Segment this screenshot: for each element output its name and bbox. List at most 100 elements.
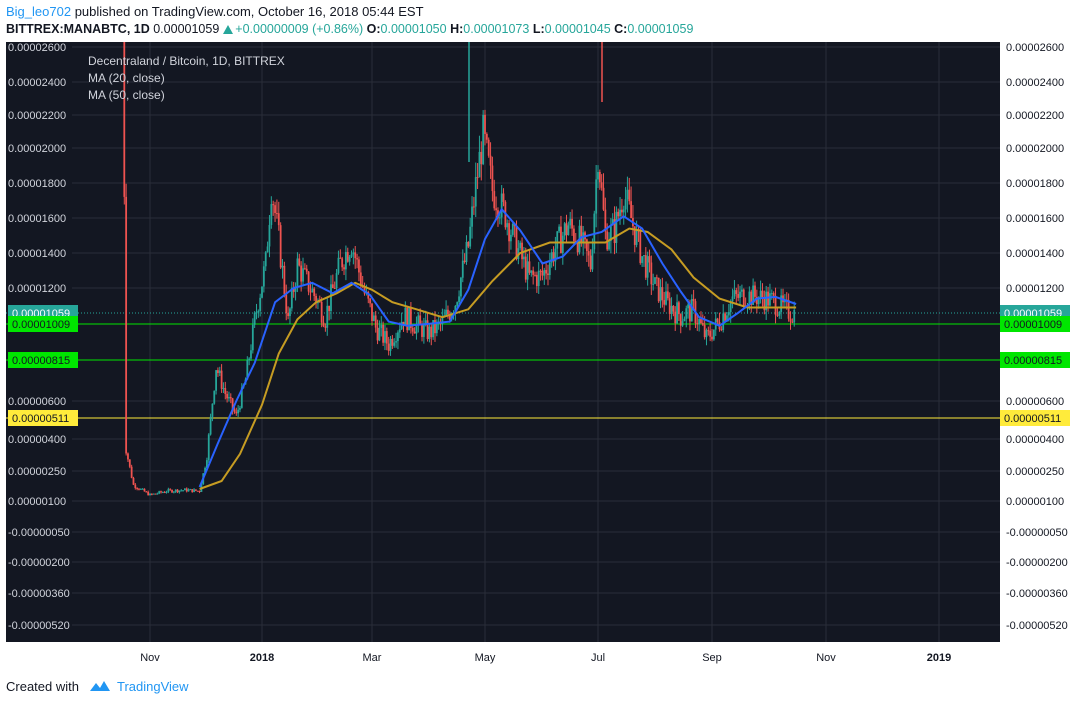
y-tick-label-right: 0.00002400: [1006, 77, 1064, 89]
candle-body: [724, 313, 726, 322]
tick-bg-left: [6, 175, 72, 191]
candle-body: [384, 331, 386, 343]
support-3-tag-left: [8, 410, 78, 426]
candle-body: [294, 286, 297, 292]
candle-body: [707, 330, 710, 332]
candle-body: [493, 191, 496, 209]
tick-bg-left: [6, 393, 72, 409]
candle-body: [769, 293, 771, 306]
candle-body: [174, 489, 177, 492]
candle-body: [397, 332, 399, 342]
candle-body: [346, 252, 349, 262]
tick-bg-left: [6, 463, 72, 479]
candle-body: [231, 398, 234, 410]
candle-body: [410, 307, 412, 328]
candle-body: [426, 320, 429, 340]
candle-body: [569, 218, 572, 226]
candle-body: [303, 268, 306, 270]
candle-body: [313, 288, 316, 297]
candle-body: [149, 493, 151, 496]
candle-body: [371, 303, 373, 321]
candle-body: [285, 294, 288, 314]
candle-body: [661, 287, 664, 301]
candle-body: [270, 204, 273, 225]
candle-body: [456, 302, 459, 306]
candle-body: [307, 271, 310, 292]
y-tick-label-right: -0.00000520: [1006, 620, 1068, 632]
candle-body: [320, 301, 323, 323]
tick-bg-left: [6, 617, 72, 633]
candle-body: [663, 300, 666, 305]
candle-body: [341, 258, 344, 268]
candle-body: [160, 491, 162, 493]
author-link[interactable]: Big_leo702: [6, 4, 72, 19]
candle-body: [621, 209, 623, 213]
candle-body: [550, 252, 553, 263]
candle-body: [532, 270, 535, 275]
candle-body: [560, 226, 562, 254]
candle-body: [458, 296, 460, 303]
candle-body: [668, 298, 671, 314]
y-tick-label-left: -0.00000200: [8, 557, 70, 569]
last-price: 0.00001059: [153, 22, 220, 36]
tick-bg-left: [6, 554, 72, 570]
candle-body: [556, 231, 559, 249]
candle-body: [772, 293, 775, 296]
support-2-tag-right: [1000, 352, 1070, 368]
y-tick-label-right: 0.00000100: [1006, 496, 1064, 508]
candle-body: [716, 318, 719, 323]
candle-body: [167, 489, 170, 492]
candle-body: [211, 403, 214, 417]
candle-body: [573, 228, 575, 241]
y-tick-label-right: 0.00002200: [1006, 110, 1064, 122]
tick-bg-left: [6, 431, 72, 447]
candle-body: [237, 409, 240, 414]
y-tick-label-left: 0.00002200: [8, 110, 66, 122]
candle-body: [163, 492, 166, 494]
candle-body: [430, 326, 433, 338]
y-tick-label-right: -0.00000360: [1006, 588, 1068, 600]
candle-body: [143, 488, 146, 492]
candle-body: [722, 313, 725, 330]
candle-body: [328, 305, 331, 311]
candle-body: [665, 291, 667, 305]
chart-area[interactable]: 0.00002600 0.00002400 0.00002200 0.00002000…: [0, 42, 1080, 672]
candle-body: [654, 277, 656, 284]
candle-body: [187, 489, 190, 492]
candle-body: [274, 205, 276, 214]
candle-body: [226, 393, 229, 399]
candle-body: [156, 493, 159, 495]
candle-body: [780, 295, 783, 313]
candle-body: [460, 277, 462, 297]
candle-body: [709, 330, 712, 337]
candle-body: [545, 269, 548, 274]
candle-body: [369, 298, 372, 304]
tradingview-link[interactable]: TradingView: [117, 679, 189, 694]
candle-body: [333, 287, 336, 289]
candle-body: [748, 291, 751, 305]
support-3-tag-right: [1000, 410, 1070, 426]
candle-body: [595, 179, 598, 214]
candle-body: [281, 265, 284, 268]
candle-body: [485, 133, 488, 140]
candle-body: [272, 204, 275, 206]
support-3-label-left: 0.00000511: [12, 413, 69, 425]
candle-body: [240, 387, 243, 408]
candle-body: [655, 277, 658, 279]
candle-body: [169, 489, 172, 491]
candle-body: [233, 409, 236, 412]
candle-body: [678, 302, 680, 315]
candle-body: [229, 397, 232, 399]
candle-body: [727, 312, 730, 316]
candle-body: [400, 321, 403, 330]
candlestick-chart[interactable]: 0.00002600 0.00002400 0.00002200 0.00002000…: [0, 42, 1080, 672]
y-tick-label-left: 0.00001400: [8, 248, 66, 260]
candle-body: [421, 324, 423, 337]
candle-body: [434, 320, 436, 334]
candle-body: [467, 241, 470, 247]
candle-body: [250, 350, 252, 359]
candle-body: [759, 290, 762, 298]
candle-body: [539, 270, 542, 272]
candle-body: [251, 324, 254, 351]
candle-body: [246, 360, 249, 380]
